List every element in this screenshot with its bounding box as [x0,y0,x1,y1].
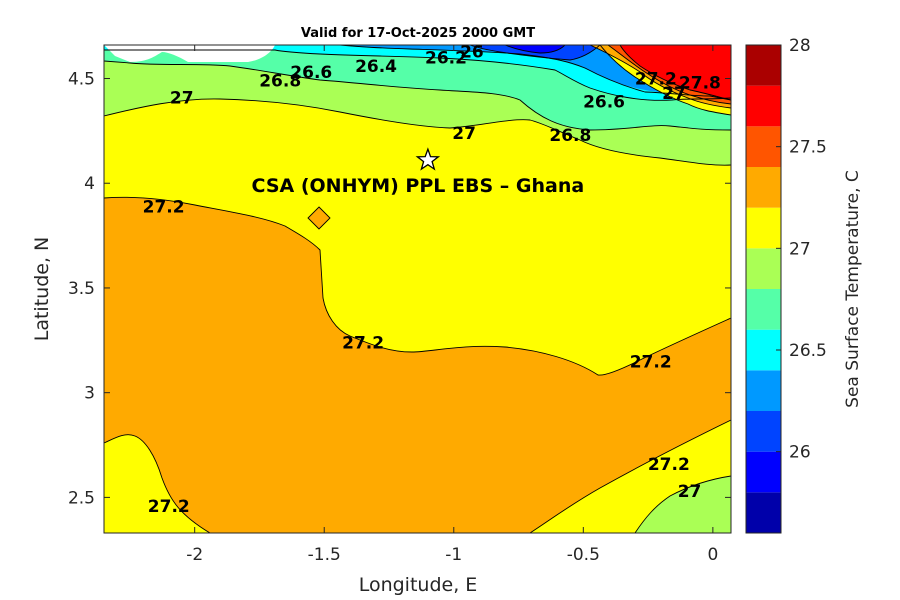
colorbar-tick-label: 26 [789,443,811,463]
contour-line-27.2-southwest [104,434,211,533]
sst-band-26.8-27.0-southeast [635,476,731,533]
colorbar-segment [746,207,781,249]
plot-frame [103,44,732,534]
contour-label: 27 [170,88,194,108]
x-tick-label: -2 [186,545,203,565]
contour-label: 26.8 [549,126,591,146]
contour-lines [104,45,731,533]
contour-label: 26.6 [290,63,332,83]
sst-band-25.8-26.0 [505,45,565,53]
colorbar: 26 26.5 27 27.5 28 [745,36,827,534]
y-tick-label: 3 [84,384,95,404]
x-tick-label: -1.5 [308,545,341,565]
contour-field [104,45,731,533]
contour-label: 27.2 [648,455,690,475]
contour-label: 27.2 [635,70,677,90]
x-tick-label: -1 [445,545,462,565]
colorbar-tick-label: 26.5 [789,341,827,361]
contour-line-26.0 [504,45,566,54]
site-star-icon [415,147,441,171]
x-tick-label: 0 [707,545,718,565]
colorbar-segment [746,126,781,167]
contour-line-27.2-northeast [589,45,731,109]
contour-line-26.8 [104,60,731,131]
colorbar-segment [746,370,781,411]
missing-data-area [104,45,275,62]
contour-line-27.0-southeast [634,475,731,533]
colorbar-segment [746,167,781,208]
x-axis: -2 -1.5 -1 -0.5 0 [186,45,718,565]
y-tick-label: 3.5 [68,279,95,299]
colorbar-tick-label: 28 [789,36,811,56]
colorbar-segment [746,289,781,330]
colorbar-segment [746,492,781,533]
colorbar-segment [746,451,781,493]
contour-line-26.4 [339,45,731,101]
x-tick-label: -0.5 [567,545,600,565]
y-axis: 2.5 3 3.5 4 4.5 [68,70,731,508]
contour-label: 27.8 [679,74,721,94]
y-axis-label: Latitude, N [31,237,53,342]
contour-label: 26.4 [355,57,397,77]
colorbar-tick-label: 27.5 [789,138,827,158]
contour-line-27.0-northeast [599,45,731,116]
x-axis-label: Longitude, E [359,574,478,596]
contour-line-27.2-north [104,196,731,376]
contour-label: 26.2 [425,49,467,69]
colorbar-segment [746,329,781,371]
contour-line-27.2-southeast [529,419,731,533]
contour-label: 27 [452,124,476,144]
colorbar-segment [746,85,781,127]
contour-line-26.2 [469,45,601,61]
sst-blob-27.2 [307,206,331,230]
contour-line-27.6 [619,45,731,101]
contour-label: 26.6 [583,93,625,113]
contour-label: 27 [678,482,702,502]
colorbar-segment [746,248,781,289]
colorbar-label: Sea Surface Temperature, C [843,170,863,408]
contour-line-27.0-north [104,98,731,166]
colorbar-segment [746,411,781,452]
contour-label: 27 [662,84,686,104]
site-annotation: CSA (ONHYM) PPL EBS – Ghana [252,147,585,197]
contour-line-26.6 [104,49,731,101]
y-tick-label: 4.5 [68,70,95,90]
sst-band-27.6-27.8 [620,45,731,100]
contour-label: 27.2 [143,197,185,217]
colorbar-tick-label: 27 [789,239,811,259]
colorbar-frame [745,44,782,534]
contour-label: 26 [460,42,484,62]
site-label: CSA (ONHYM) PPL EBS – Ghana [252,175,585,197]
contour-label: 27.2 [148,497,190,517]
contour-label: 26.8 [259,72,301,92]
chart-title: Valid for 17-Oct-2025 2000 GMT [301,26,535,41]
y-tick-label: 2.5 [68,488,95,508]
contour-line-27.4 [607,45,731,105]
colorbar-segment [746,45,781,86]
contour-label: 27.2 [630,352,672,372]
sst-band-27.0-27.2-southwest [104,434,210,533]
y-tick-label: 4 [84,174,95,194]
contour-label: 27.2 [342,333,384,353]
